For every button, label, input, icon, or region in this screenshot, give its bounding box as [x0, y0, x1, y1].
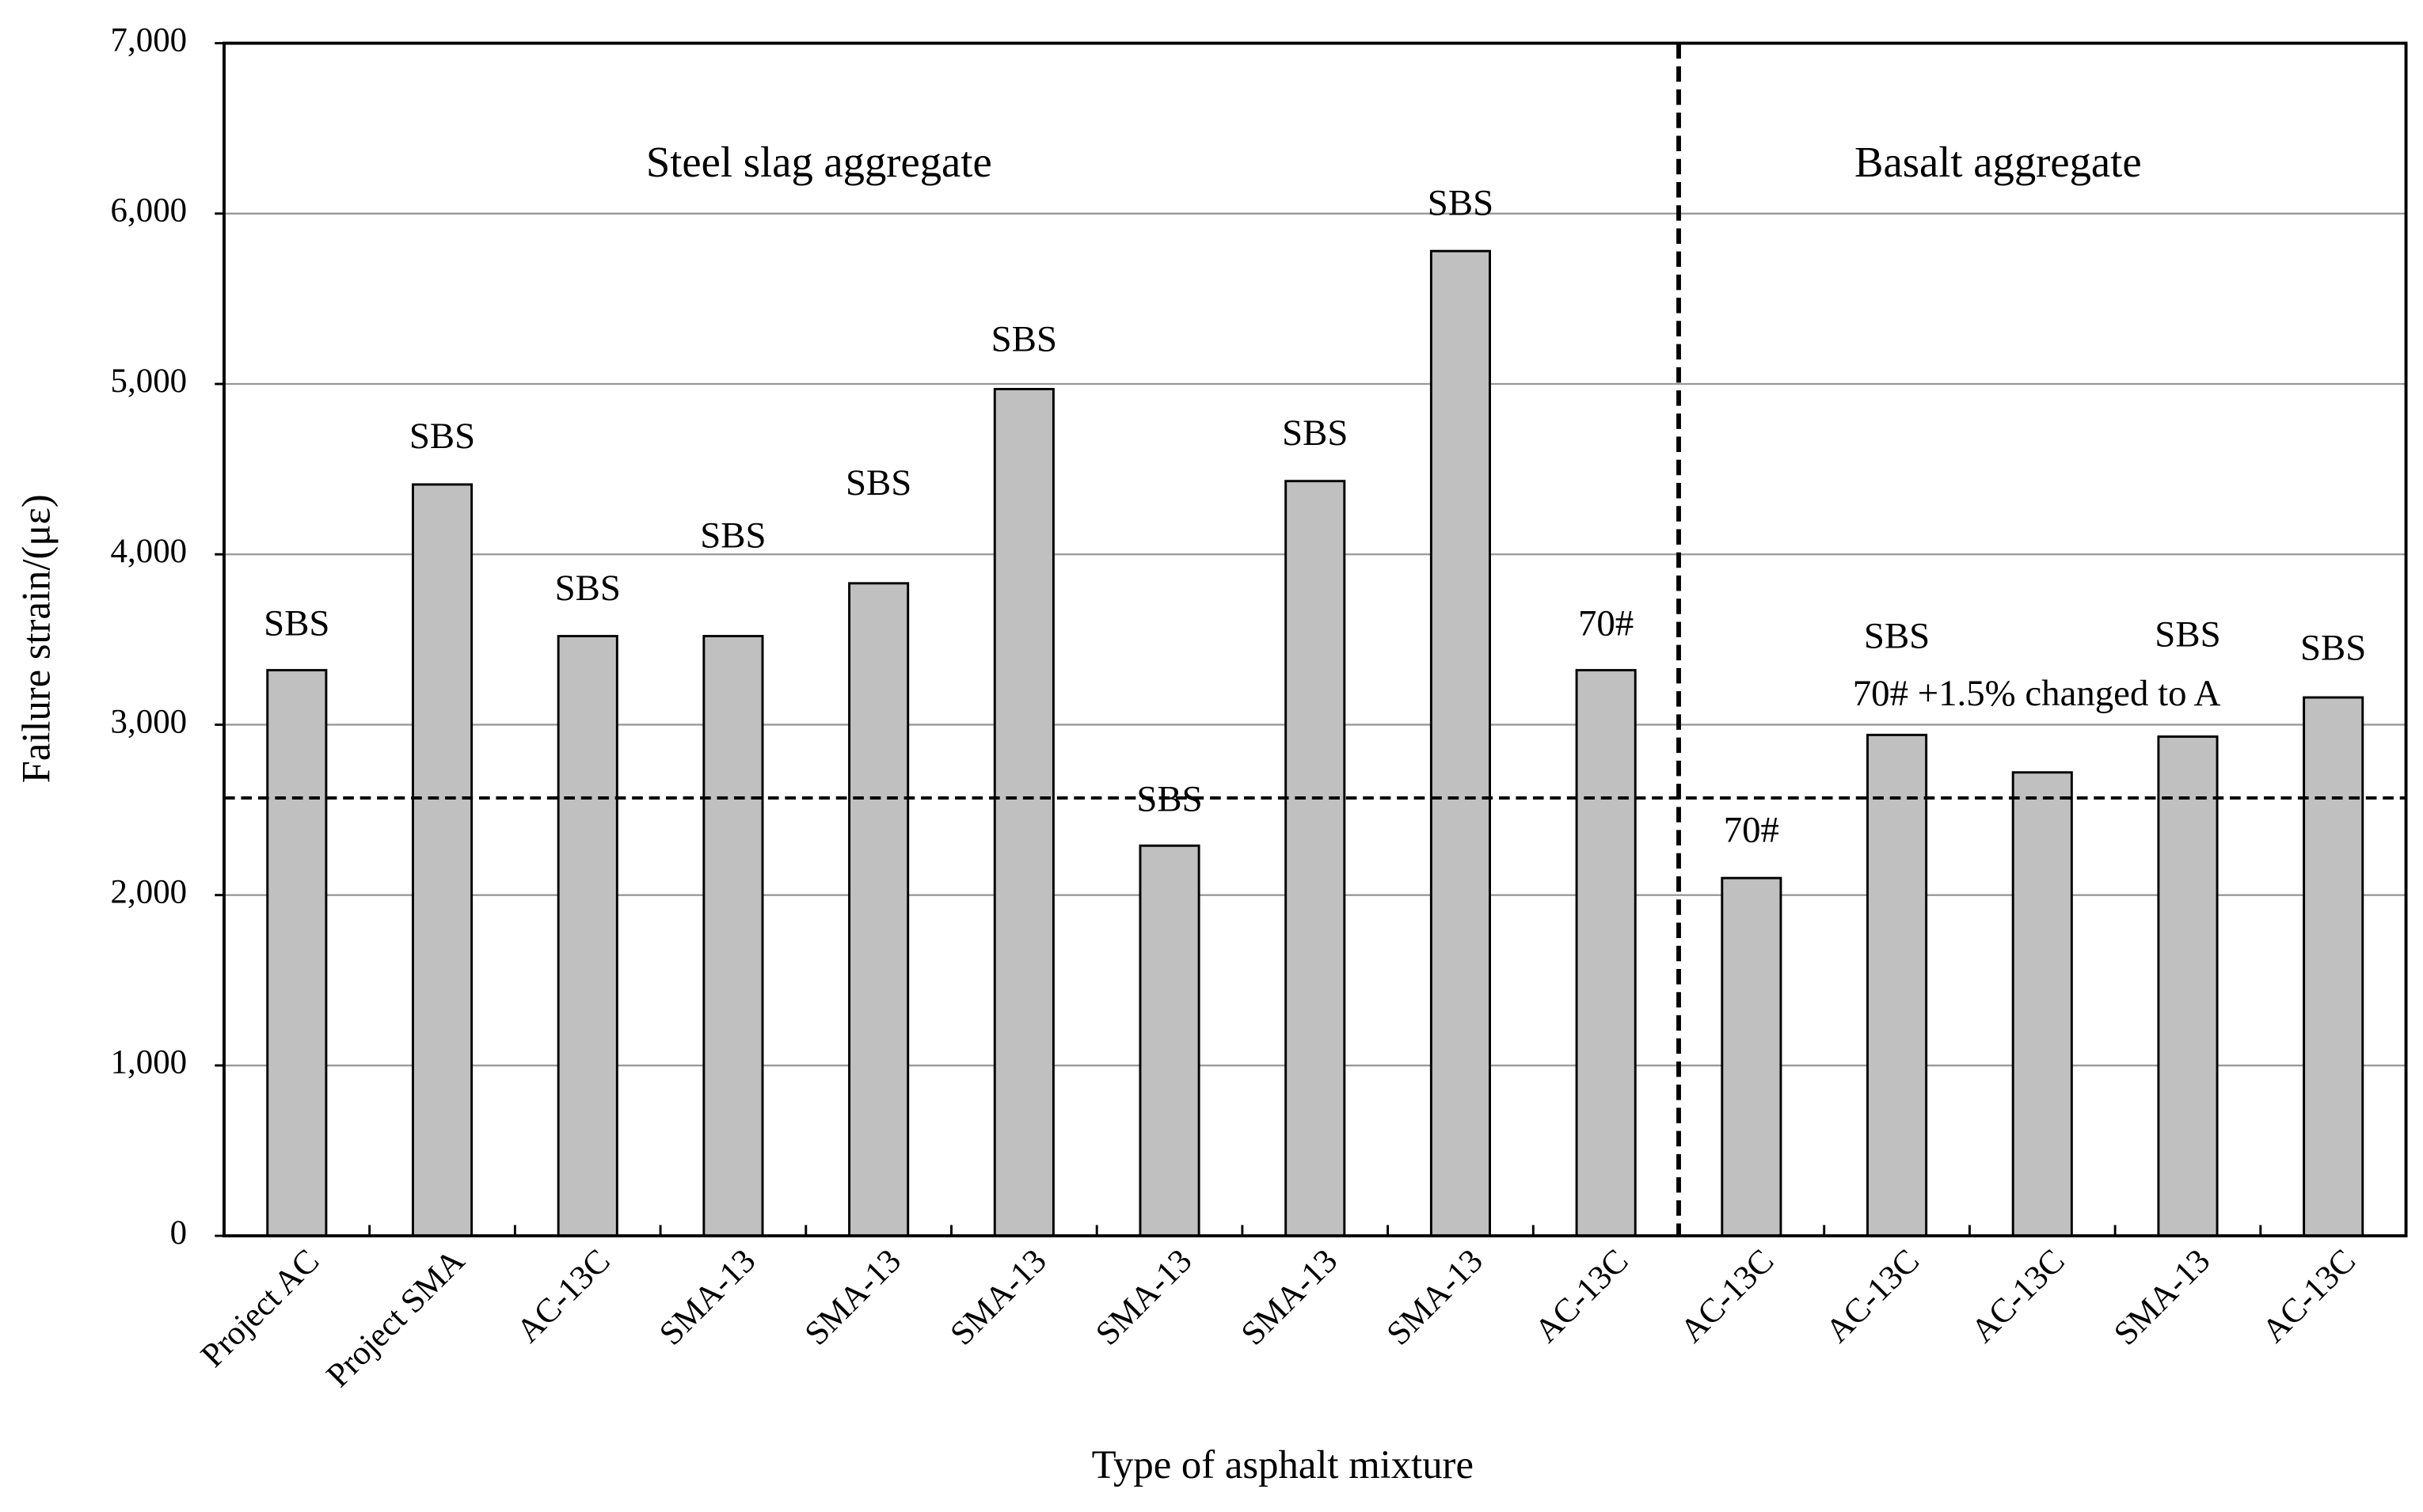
- plot-frame: [223, 41, 2408, 1238]
- x-tick-label: SMA-13: [1379, 1242, 1489, 1352]
- bar: [1284, 480, 1346, 1237]
- x-tick-label: AC-13C: [1673, 1242, 1781, 1350]
- x-tick-label: Project AC: [194, 1242, 326, 1374]
- bar: [411, 483, 474, 1237]
- x-tick-label: SMA-13: [652, 1242, 763, 1352]
- bar-annotation: SBS: [264, 603, 329, 644]
- y-axis-title: Failure strain/(με): [13, 494, 58, 783]
- bar: [1866, 733, 1928, 1237]
- bar-annotation: SBS: [1282, 412, 1348, 454]
- y-tick-label: 6,000: [111, 192, 188, 230]
- bar-annotation: SBS: [846, 462, 911, 503]
- x-tick-label: AC-13C: [1965, 1242, 2072, 1350]
- bar-annotation: SBS: [409, 416, 475, 457]
- x-tick-label: SMA-13: [798, 1242, 908, 1352]
- bar-annotation: 70#: [1724, 809, 1779, 850]
- bar: [993, 388, 1055, 1237]
- bar-annotation: SBS: [555, 568, 621, 609]
- y-tick-label: 1,000: [111, 1044, 188, 1081]
- bar: [1721, 876, 1782, 1237]
- bar-annotation: 70# +1.5% changed to A: [1853, 673, 2221, 714]
- y-tick-label: 3,000: [111, 703, 188, 740]
- bar-annotation: SBS: [991, 319, 1057, 360]
- x-tick-label: AC-13C: [510, 1242, 618, 1350]
- bar: [2303, 696, 2364, 1237]
- x-tick-label: SMA-13: [1089, 1242, 1199, 1352]
- bar: [557, 635, 618, 1237]
- bar-annotation: SBS: [2155, 614, 2220, 655]
- region-label: Steel slag aggregate: [646, 138, 992, 186]
- x-axis-title: Type of asphalt mixture: [1092, 1442, 1474, 1487]
- bar: [1575, 669, 1637, 1237]
- bar-annotation: SBS: [2300, 627, 2366, 668]
- y-tick-label: 0: [170, 1214, 187, 1252]
- x-tick-label: SMA-13: [2107, 1242, 2217, 1352]
- bar: [1139, 844, 1200, 1237]
- y-tick-label: 4,000: [111, 533, 188, 570]
- bar: [1429, 249, 1491, 1237]
- bar-annotation: SBS: [1428, 182, 1493, 223]
- bar: [2011, 771, 2073, 1237]
- bar: [2157, 735, 2219, 1237]
- region-label: Basalt aggregate: [1854, 138, 2142, 186]
- x-tick-label: AC-13C: [2255, 1242, 2363, 1350]
- y-tick-label: 2,000: [111, 874, 188, 911]
- x-tick-label: SMA-13: [943, 1242, 1053, 1352]
- bar-annotation: SBS: [700, 515, 766, 557]
- x-tick-label: Project SMA: [319, 1242, 472, 1394]
- y-tick-label: 7,000: [111, 21, 188, 59]
- y-tick-label: 5,000: [111, 363, 188, 400]
- x-tick-label: AC-13C: [1528, 1242, 1636, 1350]
- bar: [266, 669, 328, 1237]
- x-tick-label: AC-13C: [1819, 1242, 1927, 1350]
- bar-annotation: SBS: [1864, 615, 1930, 656]
- bar: [702, 635, 764, 1237]
- bar: [848, 582, 910, 1237]
- x-tick-label: SMA-13: [1234, 1242, 1345, 1352]
- bar-annotation: 70#: [1578, 603, 1634, 644]
